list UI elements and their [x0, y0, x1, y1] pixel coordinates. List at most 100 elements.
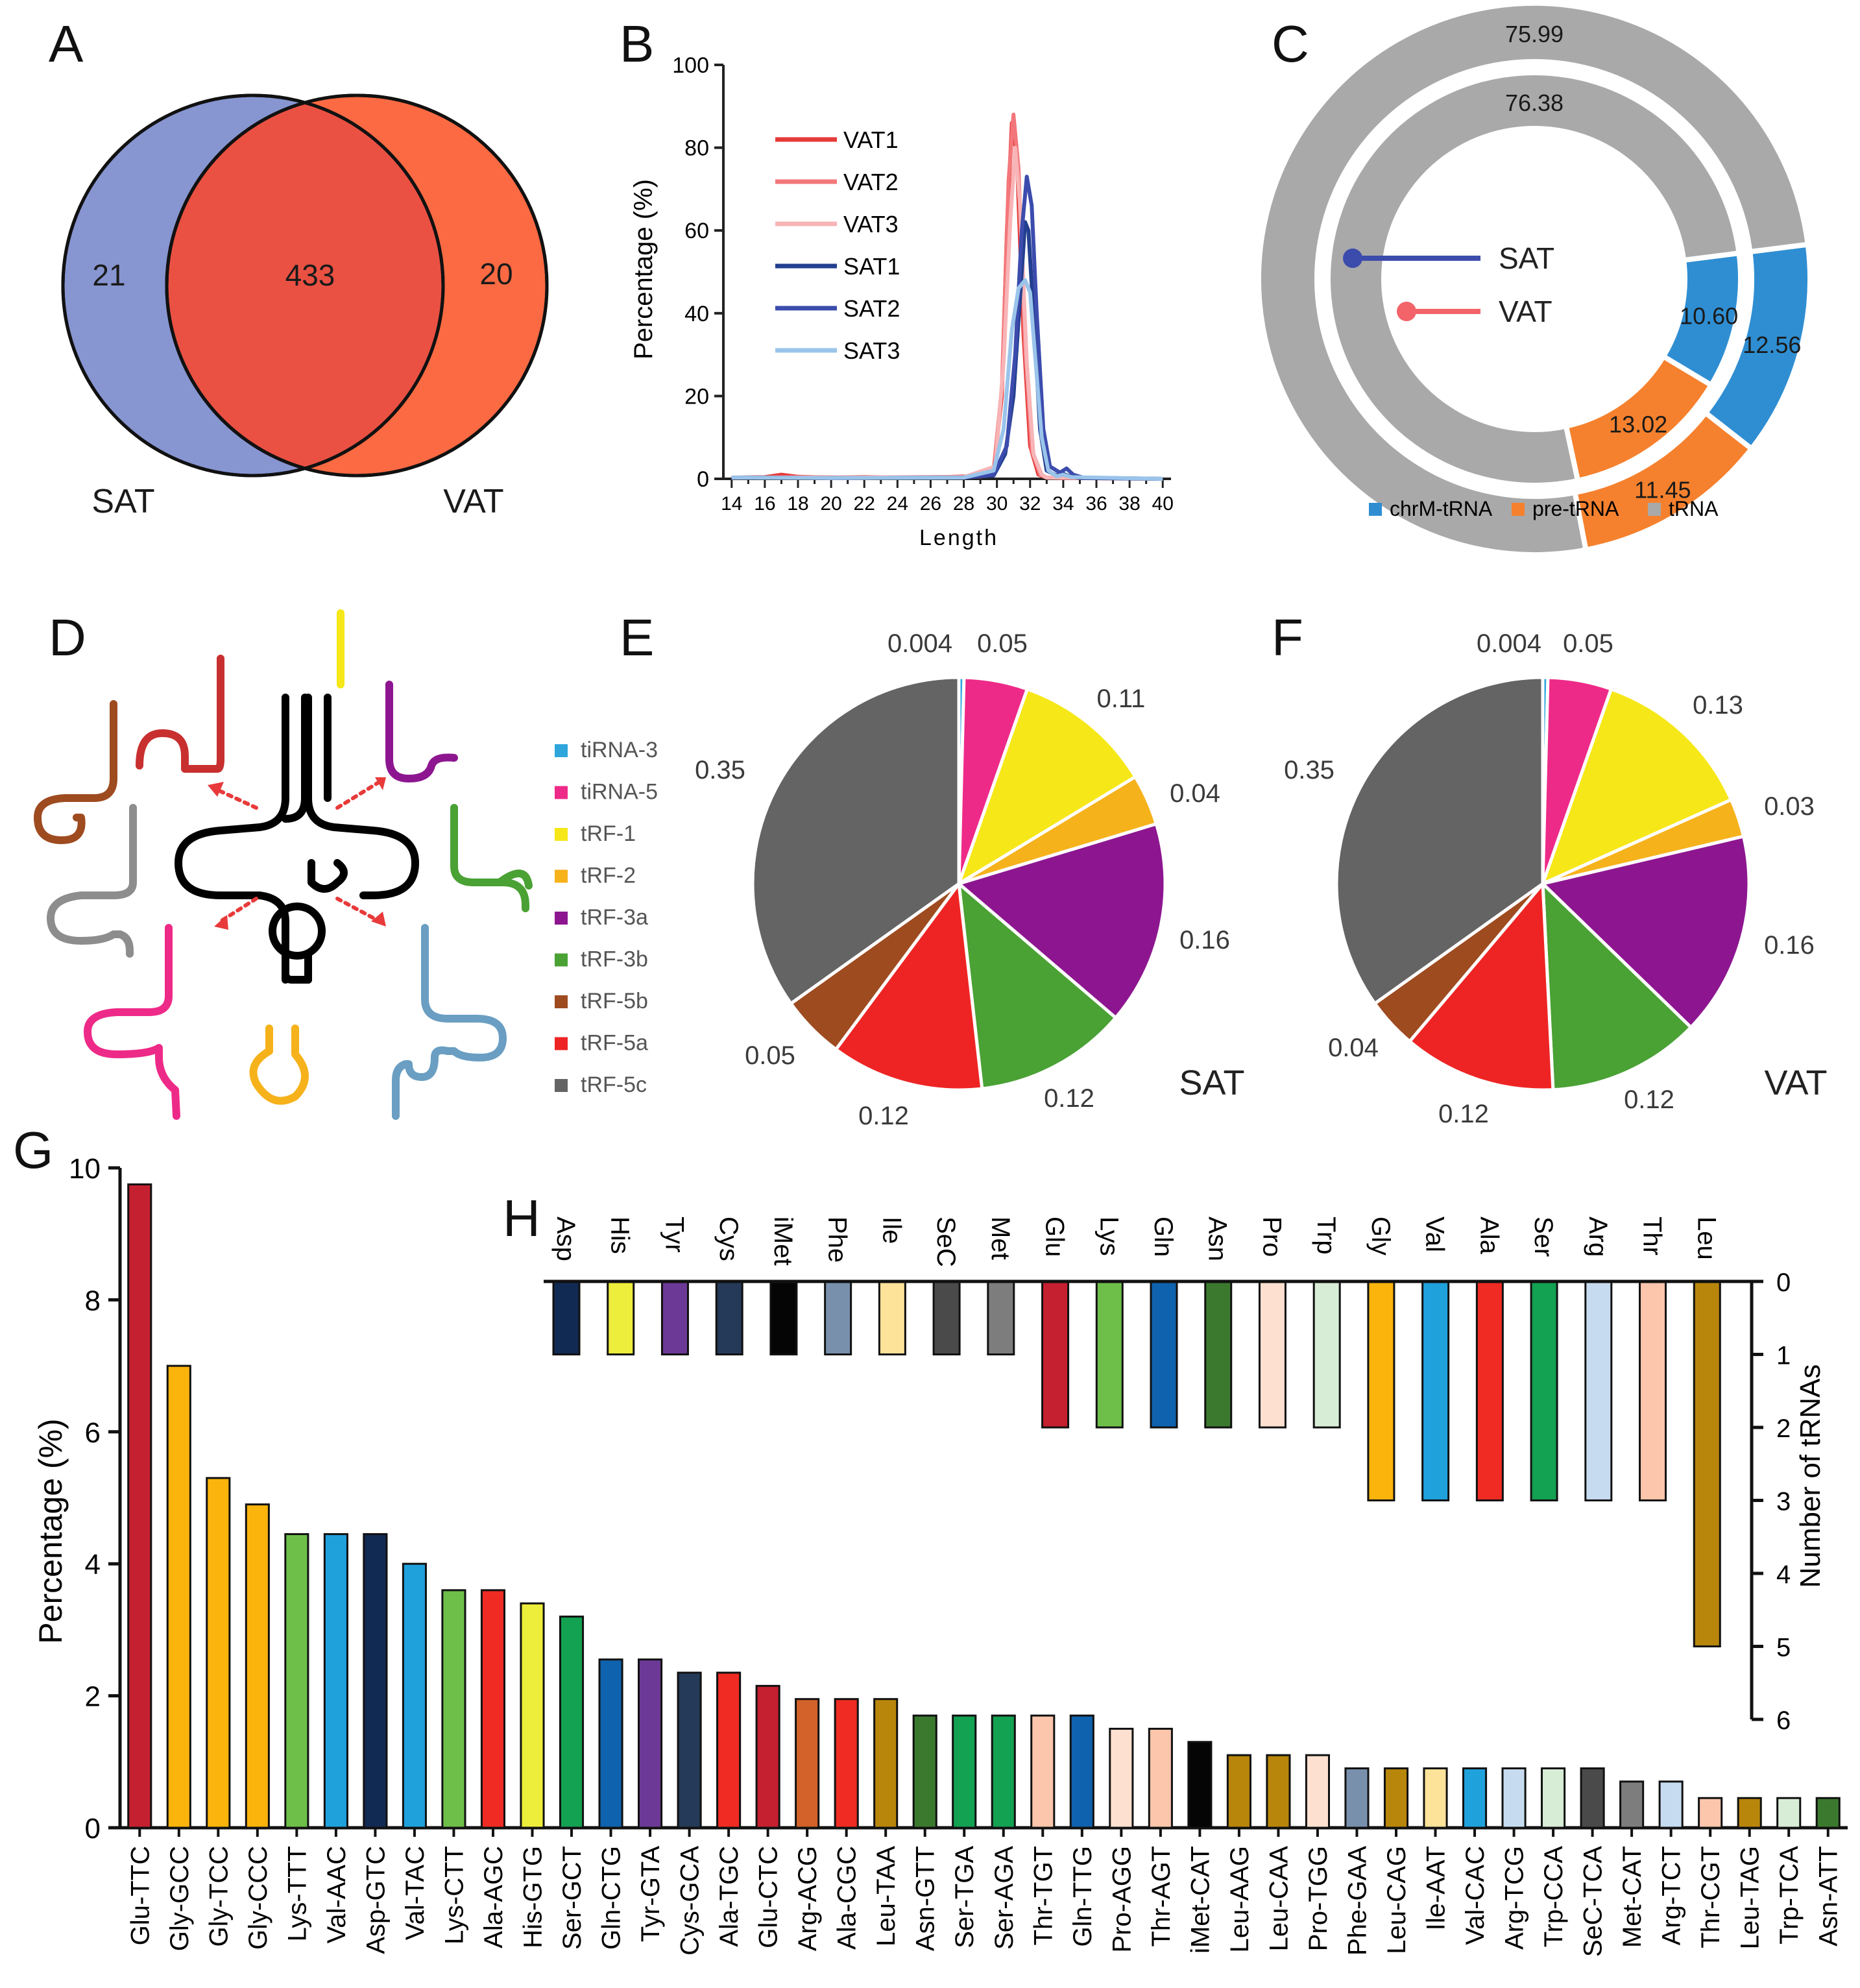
g-x-tick-label-ala-cgc: Ala-CGC: [833, 1846, 862, 1950]
h-x-tick-label-met: Met: [986, 1217, 1015, 1260]
tirna-5-fragment-icon: [84, 924, 180, 1120]
c-vat-segment-trna: [1325, 70, 1742, 488]
d-legend-label-trf-5b: tRF-5b: [581, 989, 648, 1013]
venn-overlap-count: 433: [285, 258, 335, 292]
c-sat-value-trna: 75.99: [1505, 21, 1564, 47]
d-legend-swatch-tirna-5: [555, 786, 568, 799]
g-bar-thr-tgt: [1030, 1714, 1056, 1829]
g-bar-gly-tcc: [206, 1477, 231, 1829]
g-bar-pro-tgg: [1305, 1754, 1330, 1829]
g-x-tick-label-glu-ctc: Glu-CTC: [755, 1846, 783, 1948]
panelE-value-trf-5c: 0.35: [695, 756, 745, 784]
g-x-tick-label-ser-gct: Ser-GCT: [558, 1846, 586, 1950]
h-x-tick-label-his: His: [606, 1217, 634, 1254]
d-legend-label-trf-3b: tRF-3b: [581, 947, 648, 972]
h-bar-tyr: [660, 1280, 689, 1355]
g-bar-leu-caa: [1266, 1754, 1291, 1829]
h-x-tick-label-sec: SeC: [932, 1217, 960, 1267]
h-x-tick-label-pro: Pro: [1257, 1217, 1286, 1257]
d-legend-label-trf-3a: tRF-3a: [581, 905, 648, 930]
b-y-tick-label: 0: [697, 467, 709, 492]
panel-label-d: D: [49, 609, 86, 666]
fragment-type-legend: tiRNA-3 tiRNA-5 tRF-1 tRF-2 tRF-3a tRF-3b tRF-…: [555, 738, 658, 1097]
g-x-tick-label-thr-agt: Thr-AGT: [1147, 1846, 1176, 1947]
vat-pie-chart: 0.004 0.05 0.13 0.03 0.16 0.12 0.12 0.04 0.35 VAT: [1284, 629, 1827, 1128]
d-legend-swatch-trf-3a: [555, 912, 568, 925]
h-bar-sec: [932, 1280, 961, 1355]
g-bar-ala-agc: [480, 1589, 506, 1829]
trna-cloverleaf-icon: [175, 694, 419, 984]
h-x-tick-label-phe: Phe: [823, 1217, 852, 1263]
panelE-value-trf-5a: 0.12: [858, 1102, 909, 1130]
g-bar-gly-gcc: [166, 1364, 191, 1829]
c-legend-label-pre-trna: pre-tRNA: [1532, 497, 1619, 520]
g-x-tick-label-ile-aat: Ile-AAT: [1422, 1846, 1451, 1930]
c-sat-segment-trna: [1256, 0, 1811, 557]
h-x-tick-label-ile: Ile: [877, 1217, 906, 1244]
trf-5a-fragment-icon: [136, 655, 224, 773]
g-x-tick-label-gly-tcc: Gly-TCC: [204, 1846, 233, 1947]
g-bar-his-gtg: [520, 1602, 545, 1829]
g-x-tick-label-imet-cat: iMet-CAT: [1186, 1846, 1214, 1954]
g-bar-arg-acg: [795, 1698, 820, 1829]
b-x-tick-label: 38: [1118, 493, 1140, 515]
g-bar-imet-cat: [1187, 1741, 1213, 1829]
b-legend-label-sat3: SAT3: [843, 337, 900, 364]
c-sat-value-pre-trna: 11.45: [1634, 476, 1691, 503]
h-y-tick-label: 1: [1776, 1342, 1791, 1370]
h-x-tick-label-lys: Lys: [1094, 1217, 1123, 1256]
b-x-tick-label: 32: [1019, 493, 1041, 515]
g-x-tick-label-pro-agg: Pro-AGG: [1107, 1846, 1136, 1952]
g-bar-thr-agt: [1148, 1727, 1173, 1829]
h-bar-cys: [715, 1280, 743, 1355]
g-bar-leu-tag: [1737, 1797, 1762, 1829]
g-bar-gln-ttg: [1069, 1714, 1094, 1829]
panelF-value-trf-2: 0.03: [1764, 792, 1815, 821]
g-x-tick-label-cys-gca: Cys-GCA: [676, 1846, 705, 1956]
d-legend-swatch-trf-3b: [555, 953, 568, 967]
b-x-tick-label: 22: [854, 493, 875, 515]
trf-3a-fragment-icon: [385, 681, 458, 782]
h-x-tick-label-gln: Gln: [1149, 1217, 1178, 1257]
d-legend-label-trf-2: tRF-2: [581, 864, 636, 888]
b-y-tick-label: 80: [684, 136, 709, 161]
panel-label-h: H: [503, 1189, 540, 1247]
venn-sat-only-count: 21: [92, 258, 125, 292]
h-x-tick-label-ser: Ser: [1529, 1217, 1558, 1257]
g-bar-ala-cgc: [834, 1698, 859, 1829]
b-y-tick-label: 40: [684, 302, 709, 326]
g-y-tick-label: 6: [85, 1417, 101, 1449]
panelF-value-trf-3a: 0.16: [1764, 931, 1815, 960]
h-bar-gly: [1367, 1280, 1395, 1501]
trna-fragment-schematic: [34, 609, 533, 1120]
g-x-tick-label-lys-ttt: Lys-TTT: [283, 1846, 311, 1941]
h-y-axis-title: Number of tRNAs: [1794, 1364, 1826, 1588]
c-sat-ring-label: SAT: [1499, 241, 1554, 275]
g-x-tick-label-lys-ctt: Lys-CTT: [440, 1846, 468, 1945]
b-series-line-vat1: [731, 121, 1163, 481]
c-vat-value-trna: 76.38: [1505, 90, 1564, 116]
panelE-slice-trf-5c: [751, 675, 961, 1006]
h-bar-met: [987, 1280, 1015, 1355]
b-y-tick-label: 60: [684, 219, 709, 243]
d-legend-swatch-trf-5a: [555, 1037, 568, 1050]
g-x-tick-label-ala-tgc: Ala-TGC: [715, 1846, 743, 1947]
panelE-slice-trf-3a: [955, 821, 1167, 1021]
b-legend-label-vat2: VAT2: [843, 169, 899, 195]
arrow-up-right-icon: [335, 780, 381, 810]
d-legend-label-trf-5c: tRF-5c: [581, 1073, 647, 1097]
venn-vat-outline: [165, 93, 549, 478]
g-bar-leu-aag: [1226, 1754, 1251, 1829]
g-bar-thr-cgt: [1698, 1797, 1723, 1829]
h-x-tick-label-imet: iMet: [769, 1217, 797, 1266]
b-legend-label-vat3: VAT3: [843, 211, 899, 237]
panelF-slice-trf-3a: [1539, 834, 1751, 1030]
h-x-tick-label-arg: Arg: [1584, 1217, 1612, 1257]
h-bar-gln: [1150, 1280, 1178, 1429]
b-series-line-vat2: [731, 112, 1163, 481]
g-bar-ala-tgc: [716, 1671, 742, 1829]
h-y-tick-label: 5: [1776, 1634, 1791, 1662]
h-x-tick-label-asp: Asp: [551, 1217, 580, 1261]
c-legend-swatch-chrm-trna: [1369, 503, 1382, 516]
panelE-value-trf-1: 0.11: [1097, 685, 1146, 713]
